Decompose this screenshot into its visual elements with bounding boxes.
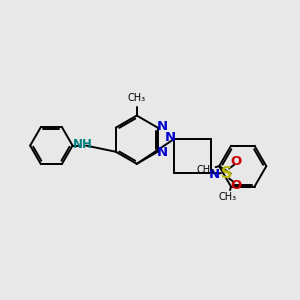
Text: CH₃: CH₃ <box>219 192 237 202</box>
Text: S: S <box>220 166 232 181</box>
Text: N: N <box>157 146 168 159</box>
Text: CH₃: CH₃ <box>128 93 146 103</box>
Text: O: O <box>230 179 241 192</box>
Text: O: O <box>230 155 241 168</box>
Text: NH: NH <box>73 138 93 151</box>
Text: N: N <box>157 120 168 133</box>
Text: CH₃: CH₃ <box>197 165 215 175</box>
Text: N: N <box>165 131 176 144</box>
Text: N: N <box>209 168 220 181</box>
